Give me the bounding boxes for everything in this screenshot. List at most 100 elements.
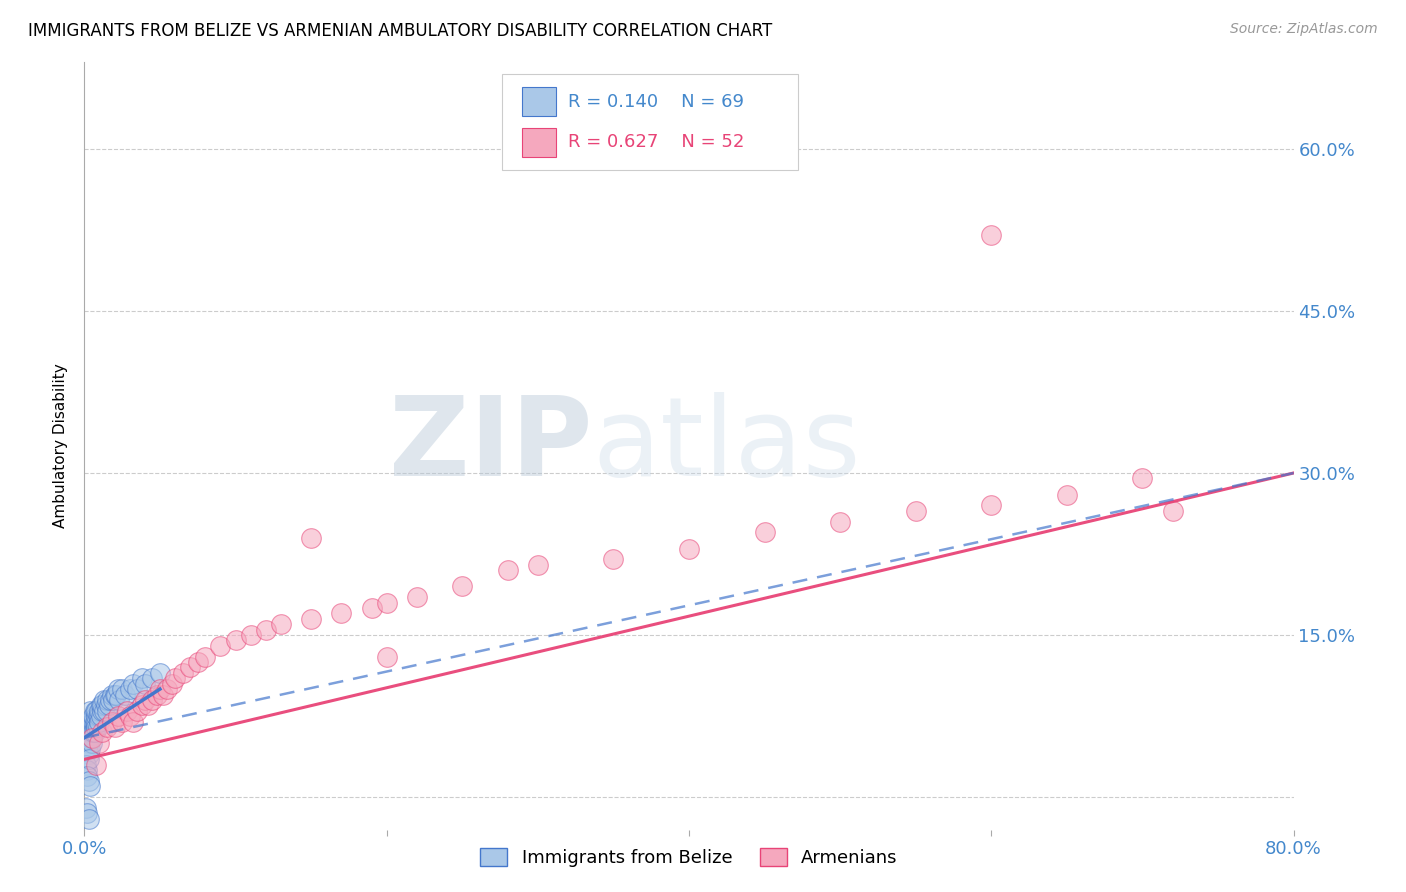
- Point: [82, 714, 104, 729]
- Point: [91, 704, 114, 718]
- Y-axis label: Ambulatory Disability: Ambulatory Disability: [53, 364, 69, 528]
- Point: [254, 623, 277, 637]
- Text: ZIP: ZIP: [389, 392, 592, 500]
- Point: [80, 736, 103, 750]
- Point: [80, 731, 103, 745]
- FancyBboxPatch shape: [502, 74, 797, 169]
- Text: IMMIGRANTS FROM BELIZE VS ARMENIAN AMBULATORY DISABILITY CORRELATION CHART: IMMIGRANTS FROM BELIZE VS ARMENIAN AMBUL…: [28, 22, 772, 40]
- FancyBboxPatch shape: [522, 128, 555, 157]
- Point: [77, 714, 100, 729]
- Point: [107, 682, 129, 697]
- Point: [134, 676, 156, 690]
- Point: [76, 763, 98, 777]
- Point: [77, 747, 100, 761]
- Point: [77, 752, 100, 766]
- Point: [1161, 504, 1184, 518]
- Point: [96, 693, 118, 707]
- Point: [172, 665, 194, 680]
- Point: [94, 698, 117, 713]
- Point: [108, 693, 131, 707]
- Point: [165, 671, 187, 685]
- Point: [86, 709, 108, 723]
- Point: [80, 725, 103, 739]
- Point: [194, 649, 217, 664]
- Point: [105, 688, 128, 702]
- Point: [904, 504, 927, 518]
- Point: [89, 714, 111, 729]
- Point: [100, 714, 122, 729]
- Point: [146, 688, 169, 702]
- Point: [299, 531, 322, 545]
- Point: [96, 704, 118, 718]
- Point: [156, 682, 179, 697]
- Point: [80, 731, 103, 745]
- Point: [299, 612, 322, 626]
- Point: [80, 720, 103, 734]
- Point: [76, 806, 98, 821]
- Point: [86, 757, 108, 772]
- Point: [107, 709, 129, 723]
- Point: [111, 682, 134, 697]
- Point: [79, 704, 101, 718]
- Point: [90, 698, 112, 713]
- Point: [187, 655, 209, 669]
- Point: [86, 704, 108, 718]
- Point: [77, 736, 100, 750]
- Point: [270, 617, 292, 632]
- Point: [76, 741, 98, 756]
- Point: [131, 671, 153, 685]
- Point: [98, 693, 121, 707]
- Point: [79, 725, 101, 739]
- Point: [121, 714, 143, 729]
- Point: [149, 665, 172, 680]
- Point: [127, 704, 149, 718]
- Point: [330, 607, 353, 621]
- Point: [152, 688, 174, 702]
- Point: [239, 628, 262, 642]
- Point: [114, 688, 136, 702]
- Point: [141, 671, 163, 685]
- Point: [209, 639, 232, 653]
- Point: [86, 720, 108, 734]
- Point: [134, 693, 156, 707]
- Point: [91, 698, 114, 713]
- Point: [121, 676, 143, 690]
- Point: [104, 688, 127, 702]
- Point: [84, 714, 107, 729]
- Text: atlas: atlas: [592, 392, 860, 500]
- Point: [96, 720, 118, 734]
- Point: [118, 682, 141, 697]
- Point: [375, 596, 398, 610]
- Point: [101, 693, 124, 707]
- Point: [80, 714, 103, 729]
- Point: [89, 704, 111, 718]
- Point: [89, 709, 111, 723]
- Point: [830, 515, 852, 529]
- Point: [89, 736, 111, 750]
- Point: [93, 704, 115, 718]
- FancyBboxPatch shape: [522, 87, 555, 116]
- Point: [84, 725, 107, 739]
- Point: [115, 704, 138, 718]
- Text: R = 0.627    N = 52: R = 0.627 N = 52: [568, 133, 744, 152]
- Point: [602, 552, 624, 566]
- Point: [127, 682, 149, 697]
- Point: [79, 731, 101, 745]
- Point: [980, 228, 1002, 243]
- Point: [87, 720, 110, 734]
- Point: [87, 709, 110, 723]
- Text: R = 0.140    N = 69: R = 0.140 N = 69: [568, 93, 744, 111]
- Point: [118, 709, 141, 723]
- Point: [111, 714, 134, 729]
- Point: [131, 698, 153, 713]
- Point: [82, 709, 104, 723]
- Point: [75, 731, 97, 745]
- Point: [678, 541, 700, 556]
- Point: [754, 525, 776, 540]
- Text: Source: ZipAtlas.com: Source: ZipAtlas.com: [1230, 22, 1378, 37]
- Point: [496, 563, 519, 577]
- Point: [104, 720, 127, 734]
- Point: [86, 714, 108, 729]
- Point: [75, 801, 97, 815]
- Point: [76, 725, 98, 739]
